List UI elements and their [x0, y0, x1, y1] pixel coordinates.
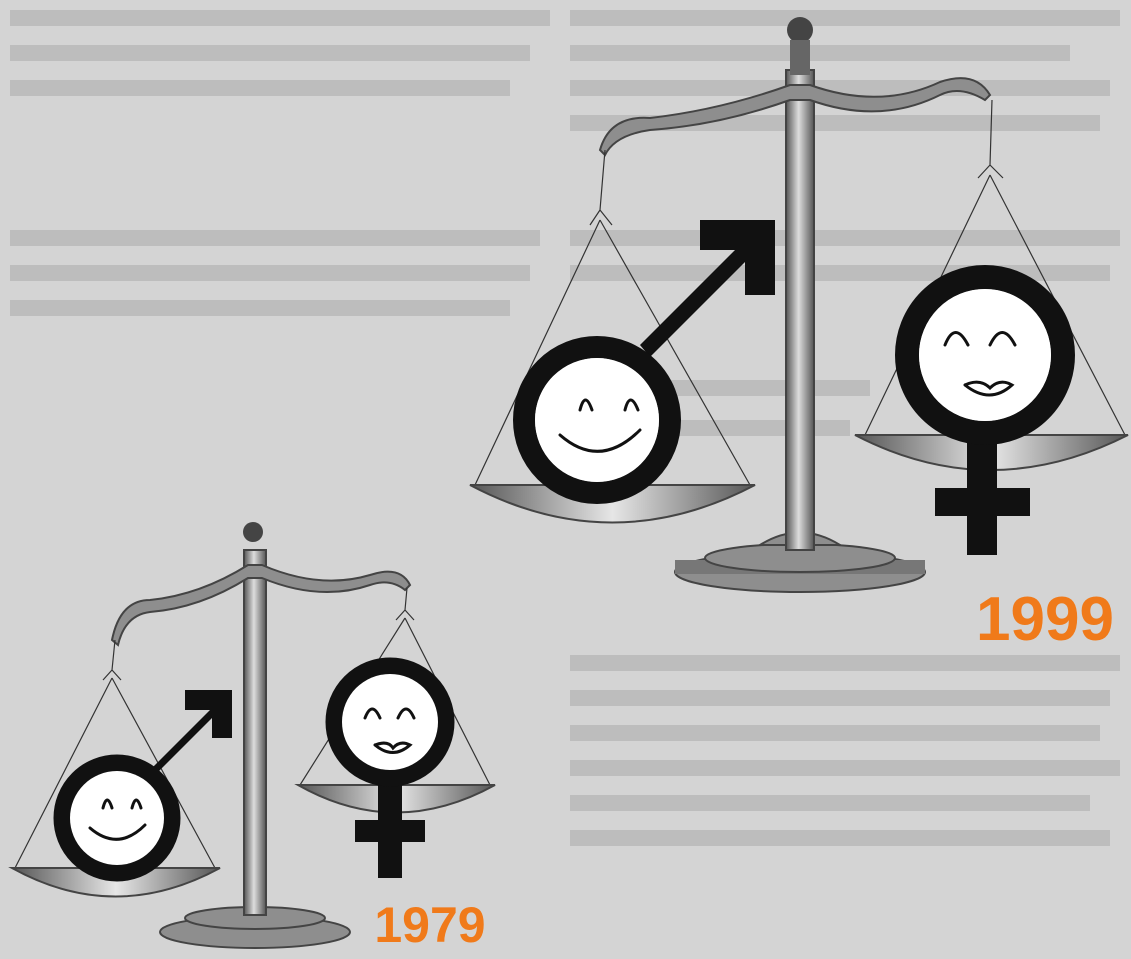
male-symbol-small [62, 690, 232, 873]
female-symbol-small-part [355, 820, 425, 842]
background-text-part [10, 45, 530, 61]
background-text-part [570, 830, 1110, 846]
background-text-part [570, 10, 1120, 26]
scale-small-part [244, 550, 266, 915]
male-symbol-large-part [535, 358, 659, 482]
background-text-part [570, 795, 1090, 811]
body: 1999 1979 (() => { const data = JSON.par… [0, 0, 1131, 959]
background-text-part [570, 725, 1100, 741]
year-label: 1979 [374, 897, 485, 953]
female-symbol-large [907, 277, 1063, 555]
background-text-part [10, 230, 540, 246]
female-symbol-large-part [935, 488, 1030, 516]
background-text-part [570, 760, 1120, 776]
male-symbol-large [524, 220, 775, 493]
scale-large-part [786, 70, 814, 550]
scale-small-part [396, 588, 414, 620]
background-text-part [570, 690, 1110, 706]
page: Balance {"years": {"first": "1979", "sec… [0, 0, 1131, 959]
background-text-part [10, 10, 550, 26]
scale-large-part [590, 150, 612, 225]
scale-large-part [978, 100, 1003, 178]
female-symbol-large-part [919, 289, 1051, 421]
scale-small-part [243, 522, 263, 542]
scale-large-part [787, 17, 813, 43]
female-symbol-small-part [342, 674, 438, 770]
male-symbol-small-part [70, 771, 164, 865]
background-text-part [10, 265, 530, 281]
scale-large-part [790, 40, 810, 75]
background-text-part [10, 300, 510, 316]
male-symbol-small-part [150, 690, 232, 775]
female-symbol-small [334, 666, 446, 878]
background-text-part [10, 80, 510, 96]
background-text-part [570, 655, 1120, 671]
year-label: 1999 [976, 585, 1114, 654]
background-text-part [570, 230, 1120, 246]
background-text-part [570, 45, 1070, 61]
illustration: 1999 1979 [0, 0, 1131, 959]
